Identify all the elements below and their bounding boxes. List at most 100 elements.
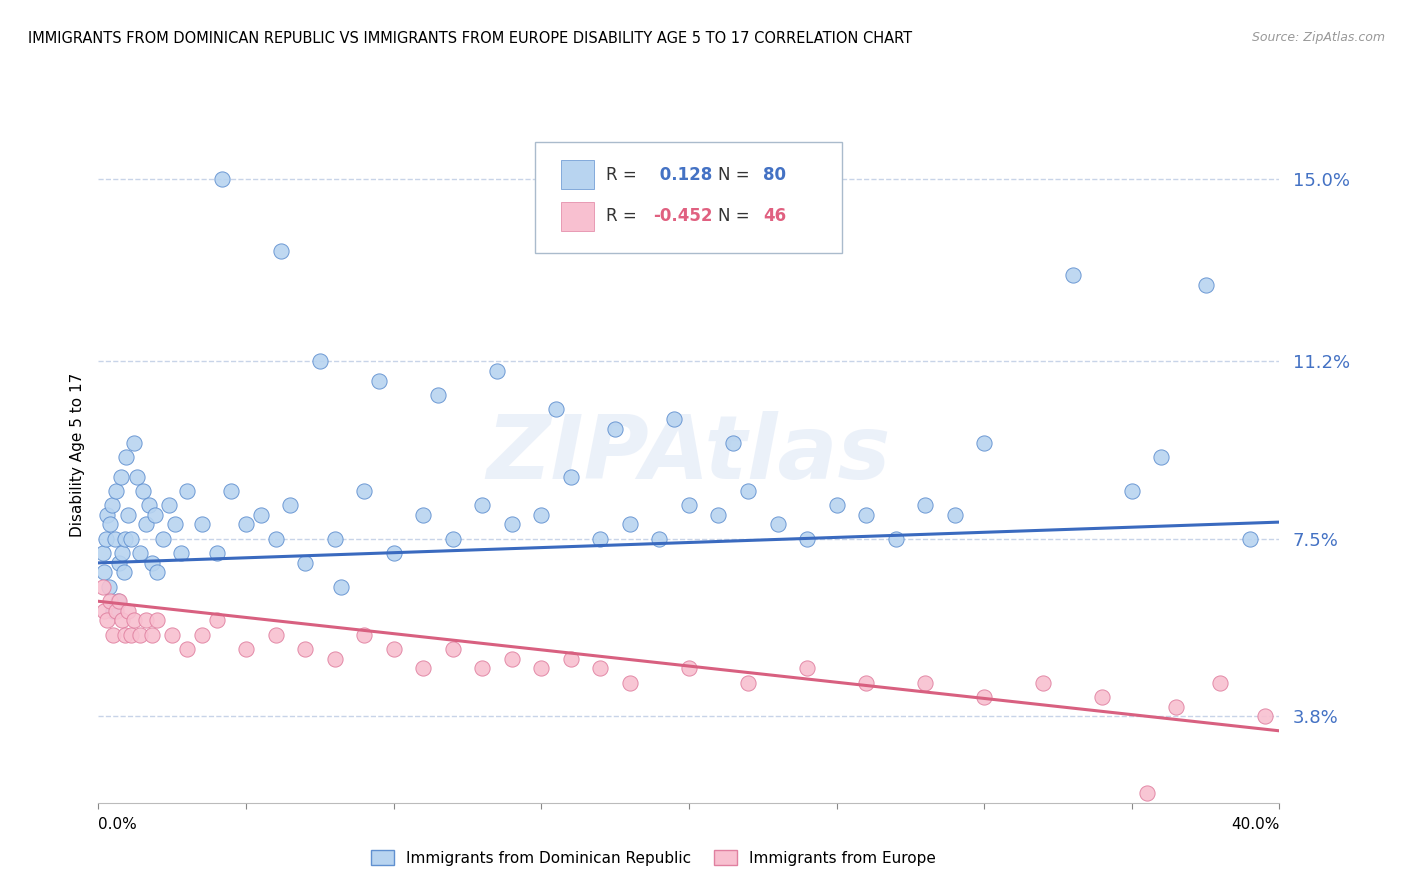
Point bbox=[115, 450, 138, 465]
Point bbox=[1254, 709, 1277, 723]
Point bbox=[441, 642, 464, 657]
Point bbox=[132, 483, 155, 498]
Text: N =: N = bbox=[718, 207, 755, 226]
Point bbox=[973, 690, 995, 705]
Point bbox=[737, 483, 759, 498]
Point bbox=[1091, 690, 1114, 705]
Point bbox=[128, 546, 150, 560]
Point bbox=[973, 436, 995, 450]
Point bbox=[146, 566, 169, 580]
Text: ZIPAtlas: ZIPAtlas bbox=[486, 411, 891, 499]
Point bbox=[143, 508, 166, 522]
Point bbox=[111, 614, 134, 628]
Point bbox=[176, 483, 198, 498]
Point bbox=[605, 421, 627, 435]
Point bbox=[943, 508, 966, 522]
Point bbox=[766, 517, 789, 532]
Point bbox=[368, 374, 391, 388]
Text: -0.452: -0.452 bbox=[654, 207, 713, 226]
Point bbox=[146, 614, 169, 628]
Point bbox=[98, 594, 121, 608]
Point bbox=[250, 508, 273, 522]
Point bbox=[138, 498, 160, 512]
Point bbox=[648, 532, 671, 546]
Point bbox=[1195, 277, 1218, 292]
Text: Source: ZipAtlas.com: Source: ZipAtlas.com bbox=[1251, 31, 1385, 45]
Point bbox=[122, 614, 145, 628]
Point bbox=[125, 469, 148, 483]
Point bbox=[128, 628, 150, 642]
Point bbox=[796, 661, 818, 675]
Point bbox=[108, 594, 131, 608]
Point bbox=[135, 517, 157, 532]
Point bbox=[329, 580, 352, 594]
Point bbox=[486, 364, 509, 378]
Point bbox=[560, 652, 582, 666]
Point bbox=[96, 614, 118, 628]
Point bbox=[678, 661, 700, 675]
Point bbox=[796, 532, 818, 546]
Point bbox=[94, 532, 117, 546]
Point bbox=[141, 628, 163, 642]
Point bbox=[382, 546, 405, 560]
Point bbox=[270, 244, 292, 258]
Point bbox=[914, 498, 936, 512]
Text: IMMIGRANTS FROM DOMINICAN REPUBLIC VS IMMIGRANTS FROM EUROPE DISABILITY AGE 5 TO: IMMIGRANTS FROM DOMINICAN REPUBLIC VS IM… bbox=[28, 31, 912, 46]
Point bbox=[589, 661, 612, 675]
Point bbox=[501, 652, 523, 666]
Y-axis label: Disability Age 5 to 17: Disability Age 5 to 17 bbox=[69, 373, 84, 537]
Text: N =: N = bbox=[718, 166, 755, 184]
Point bbox=[678, 498, 700, 512]
Point bbox=[112, 566, 135, 580]
Point bbox=[280, 498, 302, 512]
Point bbox=[723, 436, 745, 450]
Point bbox=[221, 483, 243, 498]
Point bbox=[855, 508, 877, 522]
Point bbox=[309, 354, 332, 368]
Point bbox=[707, 508, 730, 522]
Point bbox=[294, 642, 316, 657]
Point bbox=[111, 546, 134, 560]
Point bbox=[323, 532, 346, 546]
Point bbox=[530, 661, 553, 675]
Point bbox=[530, 508, 553, 522]
Legend: Immigrants from Dominican Republic, Immigrants from Europe: Immigrants from Dominican Republic, Immi… bbox=[364, 844, 942, 871]
Point bbox=[176, 642, 198, 657]
Text: 0.0%: 0.0% bbox=[98, 817, 138, 832]
Point bbox=[619, 676, 641, 690]
Point bbox=[412, 661, 434, 675]
Point bbox=[294, 556, 316, 570]
Text: R =: R = bbox=[606, 207, 643, 226]
Point bbox=[122, 436, 145, 450]
Point bbox=[235, 517, 257, 532]
Point bbox=[107, 594, 129, 608]
Point bbox=[1150, 450, 1173, 465]
Text: 0.128: 0.128 bbox=[654, 166, 711, 184]
Point bbox=[110, 469, 132, 483]
FancyBboxPatch shape bbox=[561, 202, 595, 231]
Point bbox=[441, 532, 464, 546]
Point bbox=[103, 604, 125, 618]
Point bbox=[98, 517, 121, 532]
Point bbox=[114, 532, 136, 546]
Text: 40.0%: 40.0% bbox=[1232, 817, 1279, 832]
FancyBboxPatch shape bbox=[536, 142, 842, 253]
Point bbox=[323, 652, 346, 666]
Point bbox=[105, 483, 128, 498]
Point bbox=[914, 676, 936, 690]
Point bbox=[120, 532, 142, 546]
Point bbox=[1239, 532, 1261, 546]
Text: R =: R = bbox=[606, 166, 643, 184]
Point bbox=[353, 628, 375, 642]
Point bbox=[191, 517, 214, 532]
Point bbox=[170, 546, 193, 560]
Point bbox=[264, 628, 287, 642]
Point bbox=[825, 498, 848, 512]
Point bbox=[117, 604, 139, 618]
Point bbox=[382, 642, 405, 657]
Text: 46: 46 bbox=[763, 207, 786, 226]
Point bbox=[93, 566, 115, 580]
Point bbox=[427, 388, 450, 402]
Point bbox=[855, 676, 877, 690]
Point bbox=[96, 508, 118, 522]
